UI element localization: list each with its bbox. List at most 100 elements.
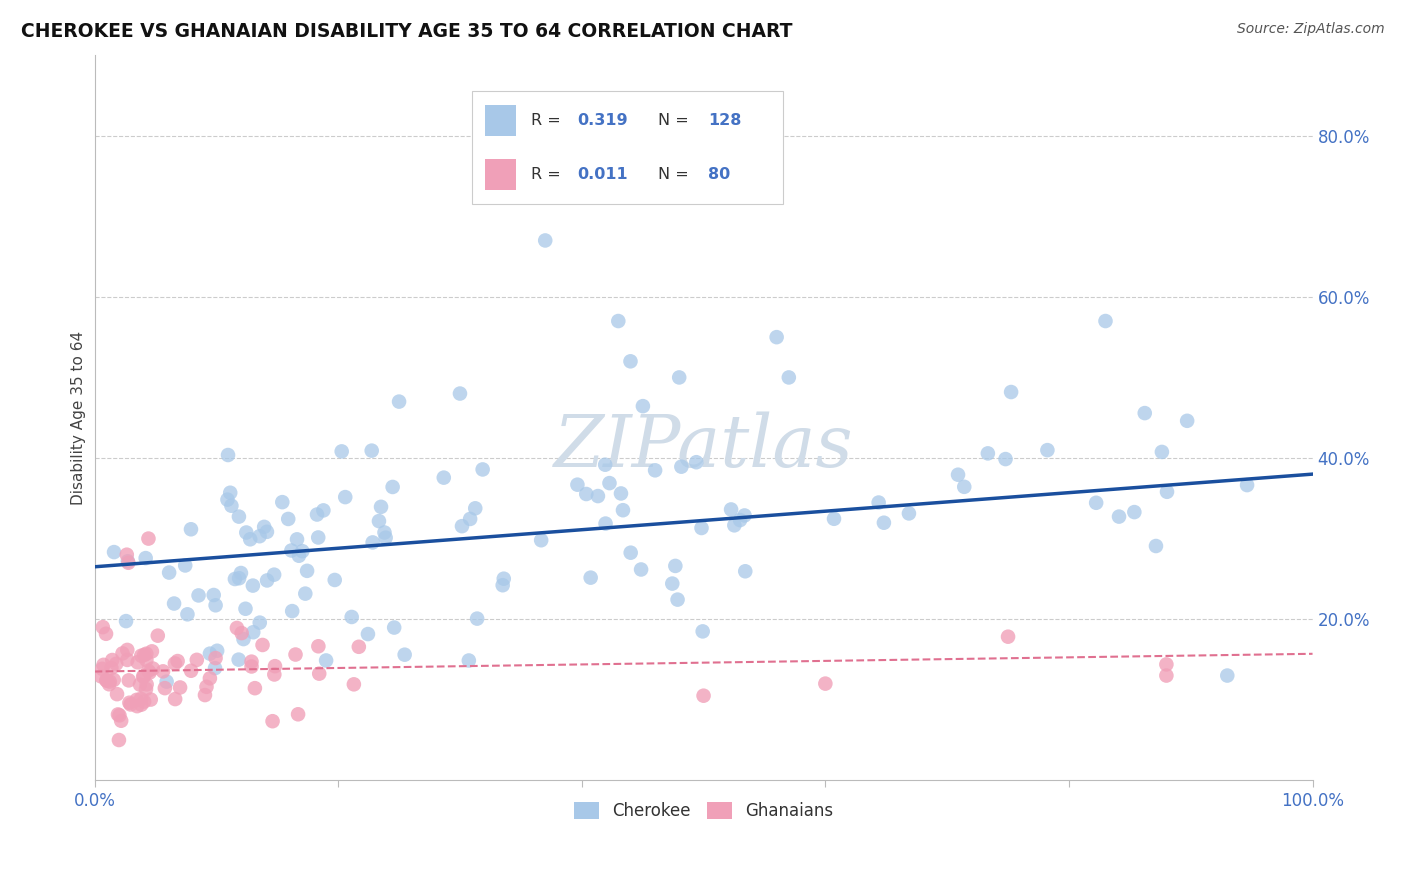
- Point: [630, 562, 652, 576]
- Point: [217, 492, 239, 507]
- Point: [231, 626, 253, 640]
- Point: [288, 549, 311, 563]
- Point: [347, 640, 370, 654]
- Point: [586, 489, 609, 503]
- Point: [263, 567, 285, 582]
- Point: [277, 512, 299, 526]
- Point: [169, 681, 191, 695]
- Point: [249, 529, 271, 543]
- Point: [135, 653, 157, 667]
- Point: [134, 648, 156, 662]
- Point: [619, 354, 641, 368]
- Point: [360, 443, 382, 458]
- Point: [105, 687, 128, 701]
- Point: [464, 501, 486, 516]
- Point: [323, 573, 346, 587]
- Point: [593, 458, 616, 472]
- Point: [163, 597, 186, 611]
- Point: [176, 607, 198, 622]
- Point: [228, 509, 250, 524]
- Point: [953, 480, 976, 494]
- Point: [194, 688, 217, 702]
- Point: [156, 674, 179, 689]
- Point: [135, 551, 157, 566]
- Point: [93, 657, 115, 672]
- Point: [1236, 478, 1258, 492]
- Point: [166, 654, 188, 668]
- Point: [335, 490, 357, 504]
- Point: [253, 520, 276, 534]
- Point: [530, 533, 553, 548]
- Point: [228, 571, 250, 585]
- Point: [224, 572, 246, 586]
- Point: [204, 651, 226, 665]
- Point: [579, 571, 602, 585]
- Point: [204, 661, 226, 675]
- Point: [997, 630, 1019, 644]
- Point: [449, 386, 471, 401]
- Point: [221, 499, 243, 513]
- Point: [240, 659, 263, 673]
- Point: [252, 638, 274, 652]
- Point: [308, 666, 330, 681]
- Point: [946, 467, 969, 482]
- Point: [226, 621, 249, 635]
- Legend: Cherokee, Ghanaians: Cherokee, Ghanaians: [567, 795, 841, 826]
- Point: [262, 714, 284, 729]
- Point: [661, 576, 683, 591]
- Point: [232, 632, 254, 646]
- Point: [186, 653, 208, 667]
- Point: [666, 592, 689, 607]
- Point: [873, 516, 896, 530]
- Point: [457, 653, 479, 667]
- Point: [1108, 509, 1130, 524]
- Point: [242, 578, 264, 592]
- Text: Source: ZipAtlas.com: Source: ZipAtlas.com: [1237, 22, 1385, 37]
- Point: [373, 525, 395, 540]
- Point: [195, 680, 218, 694]
- Point: [374, 531, 396, 545]
- Point: [1094, 314, 1116, 328]
- Point: [567, 477, 589, 491]
- Point: [132, 669, 155, 683]
- Point: [180, 664, 202, 678]
- Point: [312, 503, 335, 517]
- Point: [1175, 414, 1198, 428]
- Point: [94, 627, 117, 641]
- Point: [239, 533, 262, 547]
- Point: [135, 677, 157, 691]
- Point: [263, 667, 285, 681]
- Point: [136, 664, 159, 678]
- Point: [146, 629, 169, 643]
- Y-axis label: Disability Age 35 to 64: Disability Age 35 to 64: [72, 331, 86, 505]
- Point: [330, 444, 353, 458]
- Point: [685, 455, 707, 469]
- Point: [101, 653, 124, 667]
- Point: [111, 647, 134, 661]
- Point: [284, 648, 307, 662]
- Point: [620, 546, 643, 560]
- Point: [451, 519, 474, 533]
- Point: [361, 535, 384, 549]
- Point: [256, 574, 278, 588]
- Point: [1144, 539, 1167, 553]
- Point: [138, 532, 160, 546]
- Point: [1156, 668, 1178, 682]
- Point: [728, 513, 751, 527]
- Point: [141, 644, 163, 658]
- Point: [607, 314, 630, 328]
- Point: [690, 521, 713, 535]
- Point: [433, 470, 456, 484]
- Point: [249, 615, 271, 630]
- Point: [778, 370, 800, 384]
- Point: [465, 612, 488, 626]
- Point: [96, 673, 118, 688]
- Point: [198, 671, 221, 685]
- Point: [897, 507, 920, 521]
- Point: [977, 446, 1000, 460]
- Point: [1123, 505, 1146, 519]
- Point: [281, 604, 304, 618]
- Point: [243, 681, 266, 695]
- Point: [370, 500, 392, 514]
- Point: [107, 707, 129, 722]
